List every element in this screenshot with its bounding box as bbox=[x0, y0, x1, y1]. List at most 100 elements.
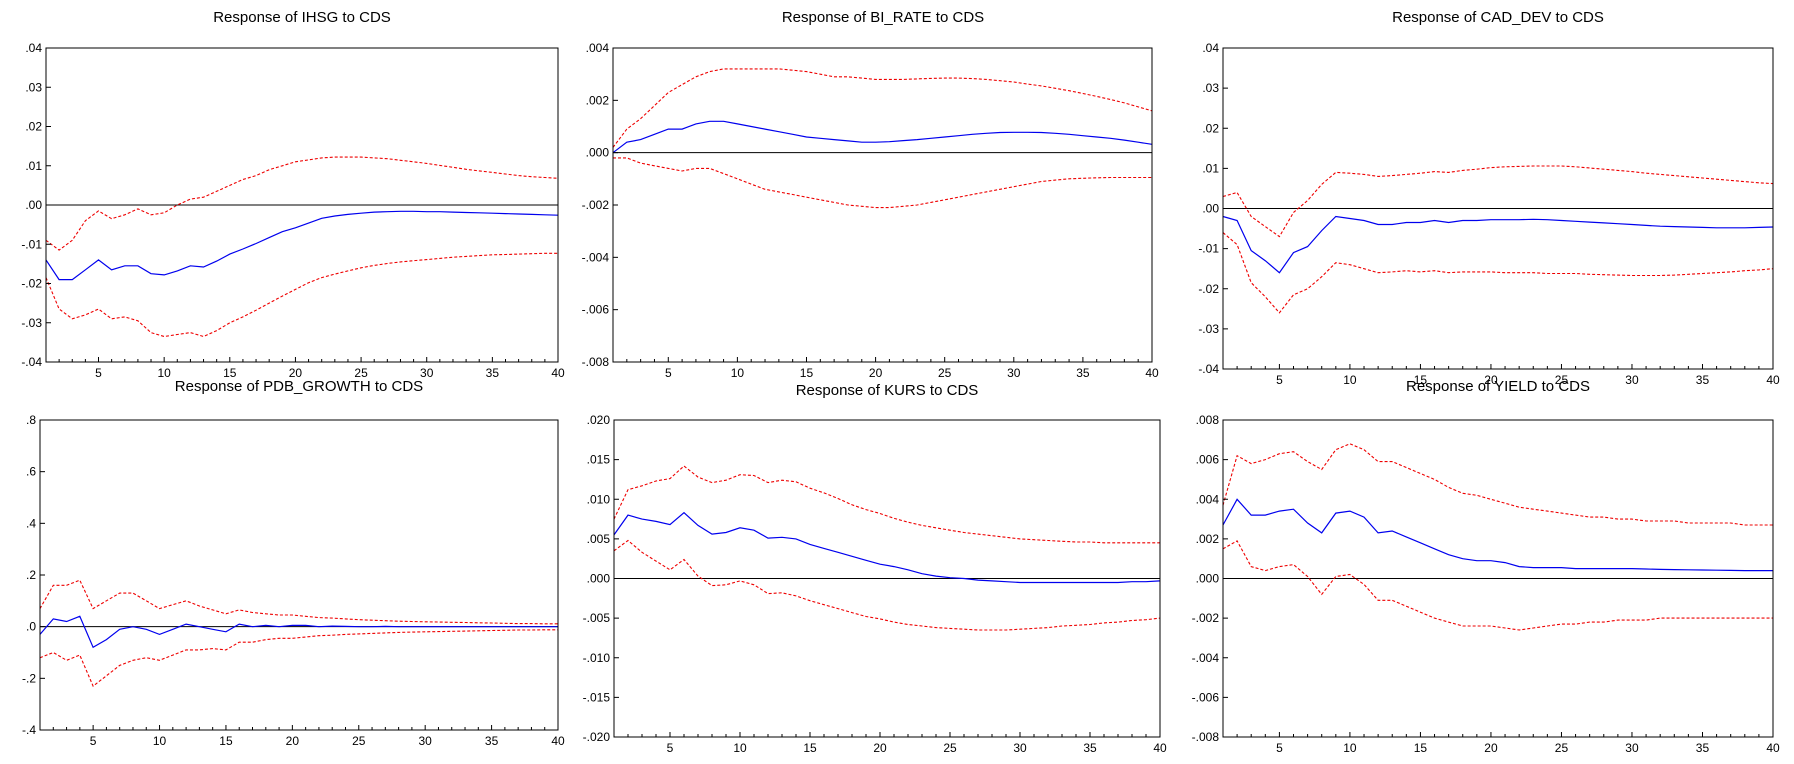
x-tick-label: 30 bbox=[1625, 373, 1639, 387]
x-tick-label: 25 bbox=[1555, 741, 1569, 755]
lower-band-line bbox=[1222, 540, 1773, 631]
x-tick-label: 20 bbox=[1484, 373, 1498, 387]
response-line bbox=[39, 615, 558, 649]
y-tick-label: -.010 bbox=[583, 651, 611, 665]
y-tick-label: .00 bbox=[25, 198, 42, 212]
upper-band-line bbox=[45, 156, 559, 251]
y-tick-label: -.04 bbox=[1198, 362, 1219, 376]
lower-band-line bbox=[45, 252, 558, 338]
y-tick-label: -.006 bbox=[582, 303, 610, 317]
y-tick-label: .0 bbox=[26, 620, 36, 634]
y-tick-label: -.002 bbox=[1192, 611, 1220, 625]
y-tick-label: .00 bbox=[1202, 202, 1219, 216]
y-tick-label: -.02 bbox=[21, 277, 42, 291]
y-tick-label: .006 bbox=[1196, 453, 1220, 467]
x-tick-label: 25 bbox=[352, 734, 366, 748]
chart-title: Response of IHSG to CDS bbox=[213, 9, 391, 26]
y-tick-label: .2 bbox=[26, 568, 36, 582]
chart-4: Response of PDB_GROWTH to CDS -.4 -.2 .0 .2.… bbox=[22, 378, 565, 748]
x-tick-label: 30 bbox=[418, 734, 432, 748]
y-tick-label: .020 bbox=[587, 413, 611, 427]
x-tick-label: 10 bbox=[157, 366, 171, 380]
x-tick-label: 40 bbox=[1766, 373, 1780, 387]
x-tick-label: 35 bbox=[486, 366, 500, 380]
chart-2: Response of BI_RATE to CDS -.008 -.006 -.00… bbox=[582, 9, 1159, 380]
y-tick-label: -.01 bbox=[1198, 242, 1219, 256]
y-tick-label: .000 bbox=[586, 146, 610, 160]
y-tick-label: .4 bbox=[26, 516, 36, 530]
y-tick-label: -.006 bbox=[1192, 690, 1220, 704]
lower-band-line bbox=[613, 539, 1161, 631]
x-tick-label: 40 bbox=[551, 366, 565, 380]
y-tick-label: .002 bbox=[1196, 532, 1220, 546]
y-tick-label: .010 bbox=[587, 492, 611, 506]
x-tick-label: 30 bbox=[1013, 741, 1027, 755]
y-tick-label: -.4 bbox=[22, 723, 36, 737]
x-tick-label: 35 bbox=[1076, 366, 1090, 380]
x-tick-label: 40 bbox=[1145, 366, 1159, 380]
x-tick-label: 20 bbox=[873, 741, 887, 755]
y-tick-label: -.2 bbox=[22, 671, 36, 685]
x-tick-label: 15 bbox=[1414, 741, 1428, 755]
upper-band-line bbox=[1222, 165, 1774, 238]
x-tick-label: 15 bbox=[1414, 373, 1428, 387]
plot-frame bbox=[39, 419, 559, 731]
x-tick-label: 35 bbox=[1696, 741, 1710, 755]
y-tick-label: .02 bbox=[25, 120, 42, 134]
y-tick-label: .000 bbox=[587, 572, 611, 586]
y-tick-label: .015 bbox=[587, 453, 611, 467]
chart-title: Response of CAD_DEV to CDS bbox=[1392, 9, 1604, 26]
x-tick-label: 30 bbox=[420, 366, 434, 380]
x-tick-label: 40 bbox=[551, 734, 565, 748]
lower-band-line bbox=[1222, 232, 1774, 314]
y-tick-label: -.04 bbox=[21, 355, 42, 369]
y-tick-label: .01 bbox=[25, 159, 42, 173]
y-tick-label: -.004 bbox=[582, 250, 610, 264]
chart-3: Response of CAD_DEV to CDS -.04 -.03 -.02 -.… bbox=[1198, 9, 1780, 387]
y-tick-label: -.02 bbox=[1198, 282, 1219, 296]
y-tick-label: .03 bbox=[25, 80, 42, 94]
x-tick-label: 15 bbox=[219, 734, 233, 748]
y-tick-label: -.004 bbox=[1192, 651, 1220, 665]
x-tick-label: 15 bbox=[803, 741, 817, 755]
upper-band-line bbox=[613, 465, 1160, 544]
chart-title: Response of BI_RATE to CDS bbox=[782, 9, 984, 26]
y-tick-label: .004 bbox=[1196, 492, 1220, 506]
y-tick-label: -.008 bbox=[582, 355, 610, 369]
y-tick-label: .002 bbox=[586, 93, 610, 107]
x-tick-label: 10 bbox=[153, 734, 167, 748]
x-tick-label: 5 bbox=[1276, 741, 1283, 755]
upper-band-line bbox=[1222, 443, 1773, 526]
x-tick-label: 35 bbox=[1696, 373, 1710, 387]
response-line bbox=[45, 210, 559, 281]
x-tick-label: 10 bbox=[731, 366, 745, 380]
x-tick-label: 25 bbox=[354, 366, 368, 380]
x-tick-label: 30 bbox=[1007, 366, 1021, 380]
x-tick-label: 20 bbox=[286, 734, 300, 748]
chart-5: Response of KURS to CDS -.020 -.015 -.010 -.… bbox=[583, 382, 1167, 755]
lower-band-line bbox=[39, 629, 558, 687]
x-tick-label: 25 bbox=[943, 741, 957, 755]
y-tick-label: .02 bbox=[1202, 121, 1219, 135]
chart-1: Response of IHSG to CDS -.04 -.03 -.02 -.01.… bbox=[21, 9, 565, 380]
y-tick-label: .004 bbox=[586, 41, 610, 55]
x-tick-label: 10 bbox=[733, 741, 747, 755]
x-tick-label: 10 bbox=[1343, 741, 1357, 755]
x-tick-label: 40 bbox=[1766, 741, 1780, 755]
upper-band-line bbox=[612, 68, 1153, 148]
chart-title: Response of PDB_GROWTH to CDS bbox=[175, 378, 423, 395]
x-tick-label: 5 bbox=[90, 734, 97, 748]
x-tick-label: 35 bbox=[485, 734, 499, 748]
x-tick-label: 30 bbox=[1625, 741, 1639, 755]
x-tick-label: 20 bbox=[869, 366, 883, 380]
x-tick-label: 5 bbox=[95, 366, 102, 380]
response-line bbox=[1222, 498, 1773, 572]
x-tick-label: 20 bbox=[1484, 741, 1498, 755]
chart-6: Response of YIELD to CDS -.008 -.006 -.004 -… bbox=[1192, 378, 1780, 755]
x-tick-label: 15 bbox=[223, 366, 237, 380]
x-tick-label: 5 bbox=[667, 741, 674, 755]
y-tick-label: .005 bbox=[587, 532, 611, 546]
response-line bbox=[612, 120, 1153, 154]
x-tick-label: 25 bbox=[1555, 373, 1569, 387]
x-tick-label: 5 bbox=[665, 366, 672, 380]
